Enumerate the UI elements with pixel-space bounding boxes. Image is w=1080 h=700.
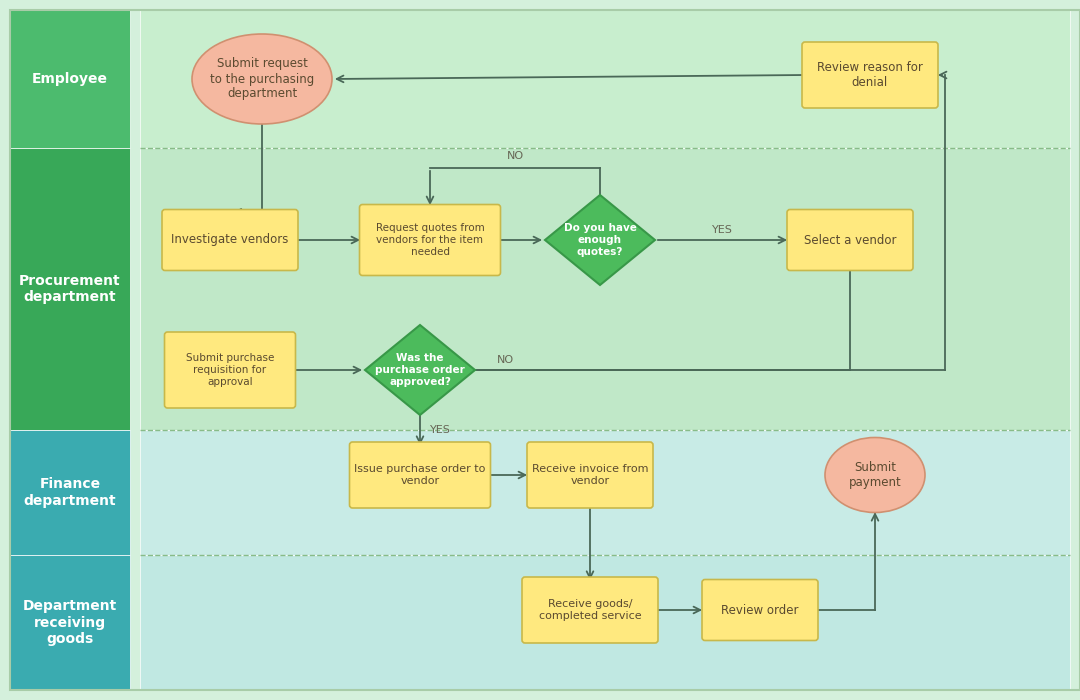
- Text: Request quotes from
vendors for the item
needed: Request quotes from vendors for the item…: [376, 223, 484, 257]
- FancyBboxPatch shape: [162, 209, 298, 270]
- Text: Finance
department: Finance department: [24, 477, 117, 508]
- Text: Procurement
department: Procurement department: [19, 274, 121, 304]
- FancyBboxPatch shape: [522, 577, 658, 643]
- FancyBboxPatch shape: [10, 148, 130, 430]
- Text: Review order: Review order: [721, 603, 799, 617]
- Ellipse shape: [825, 438, 924, 512]
- FancyBboxPatch shape: [140, 10, 1070, 148]
- Text: YES: YES: [712, 225, 732, 235]
- FancyBboxPatch shape: [10, 10, 130, 148]
- Text: Was the
purchase order
approved?: Was the purchase order approved?: [375, 354, 464, 386]
- Text: Department
receiving
goods: Department receiving goods: [23, 599, 117, 645]
- FancyBboxPatch shape: [140, 148, 1070, 430]
- Text: Select a vendor: Select a vendor: [804, 234, 896, 246]
- Polygon shape: [365, 325, 475, 415]
- FancyBboxPatch shape: [527, 442, 653, 508]
- Text: YES: YES: [430, 425, 450, 435]
- FancyBboxPatch shape: [702, 580, 818, 641]
- Text: Submit request
to the purchasing
department: Submit request to the purchasing departm…: [210, 57, 314, 101]
- FancyBboxPatch shape: [164, 332, 296, 408]
- FancyBboxPatch shape: [360, 204, 500, 276]
- Text: Submit purchase
requisition for
approval: Submit purchase requisition for approval: [186, 354, 274, 386]
- Text: Receive invoice from
vendor: Receive invoice from vendor: [531, 464, 648, 486]
- FancyBboxPatch shape: [787, 209, 913, 270]
- Text: NO: NO: [507, 151, 524, 161]
- FancyBboxPatch shape: [802, 42, 939, 108]
- FancyBboxPatch shape: [10, 430, 130, 555]
- Text: NO: NO: [497, 355, 514, 365]
- Text: Employee: Employee: [32, 72, 108, 86]
- Polygon shape: [545, 195, 654, 285]
- Text: Investigate vendors: Investigate vendors: [172, 234, 288, 246]
- FancyBboxPatch shape: [10, 555, 130, 690]
- Ellipse shape: [192, 34, 332, 124]
- FancyBboxPatch shape: [140, 555, 1070, 690]
- Text: Issue purchase order to
vendor: Issue purchase order to vendor: [354, 464, 486, 486]
- Text: Receive goods/
completed service: Receive goods/ completed service: [539, 599, 642, 621]
- FancyBboxPatch shape: [350, 442, 490, 508]
- Text: Do you have
enough
quotes?: Do you have enough quotes?: [564, 223, 636, 257]
- Text: Submit
payment: Submit payment: [849, 461, 902, 489]
- Text: Review reason for
denial: Review reason for denial: [818, 61, 923, 89]
- FancyBboxPatch shape: [140, 430, 1070, 555]
